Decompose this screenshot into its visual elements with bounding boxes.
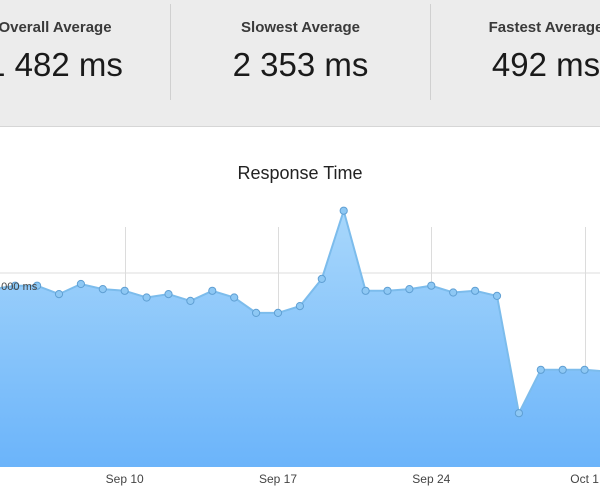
- y-tick-label: 2 000 ms: [0, 281, 38, 293]
- data-point[interactable]: [317, 274, 326, 283]
- slowest-average-label: Slowest Average: [241, 19, 360, 36]
- data-point[interactable]: [514, 409, 524, 418]
- data-point[interactable]: [54, 290, 64, 299]
- data-point[interactable]: [361, 286, 370, 295]
- data-point[interactable]: [427, 281, 436, 290]
- x-tick-label: Oct 1: [570, 472, 599, 486]
- response-time-chart: Response Time 2 000 ms Sep 10 Sep 17 Sep 24…: [0, 163, 600, 486]
- data-point[interactable]: [11, 281, 20, 290]
- data-point[interactable]: [33, 281, 42, 290]
- data-point[interactable]: [120, 286, 129, 295]
- slowest-average-stat: Slowest Average 2 353 ms: [171, 0, 430, 126]
- overall-average-value: 1 482 ms: [0, 46, 123, 83]
- data-point[interactable]: [164, 290, 173, 299]
- data-point[interactable]: [536, 365, 545, 374]
- data-point[interactable]: [558, 365, 567, 374]
- series-area: [0, 210, 600, 467]
- fastest-average-value: 492 ms: [491, 46, 600, 83]
- data-point[interactable]: [471, 286, 480, 295]
- data-point[interactable]: [339, 206, 348, 215]
- slowest-average-value: 2 353 ms: [232, 46, 369, 83]
- fastest-average-stat: Fastest Average 492 ms: [431, 0, 600, 126]
- data-point[interactable]: [449, 288, 458, 297]
- stats-panel: Overall Average 1 482 ms Slowest Average…: [0, 0, 600, 127]
- overall-average-stat: Overall Average 1 482 ms: [0, 0, 170, 126]
- data-point[interactable]: [252, 308, 261, 317]
- data-point[interactable]: [405, 285, 414, 294]
- data-point[interactable]: [208, 286, 217, 295]
- x-tick-label: Sep 17: [259, 472, 297, 486]
- stat-divider: [170, 4, 171, 100]
- data-point[interactable]: [186, 296, 195, 305]
- data-point[interactable]: [295, 302, 304, 311]
- stat-divider: [430, 4, 431, 100]
- data-point[interactable]: [580, 365, 589, 374]
- data-point[interactable]: [383, 286, 392, 295]
- data-point[interactable]: [98, 285, 107, 294]
- x-tick-label: Sep 24: [412, 472, 450, 486]
- chart-title: Response Time: [237, 163, 362, 183]
- overall-average-label: Overall Average: [0, 19, 112, 36]
- data-point[interactable]: [76, 279, 86, 289]
- fastest-average-label: Fastest Average: [488, 19, 600, 36]
- data-point[interactable]: [142, 293, 151, 302]
- data-point[interactable]: [230, 293, 239, 302]
- data-point[interactable]: [492, 291, 502, 300]
- x-tick-label: Sep 10: [106, 472, 144, 486]
- data-point[interactable]: [273, 308, 283, 317]
